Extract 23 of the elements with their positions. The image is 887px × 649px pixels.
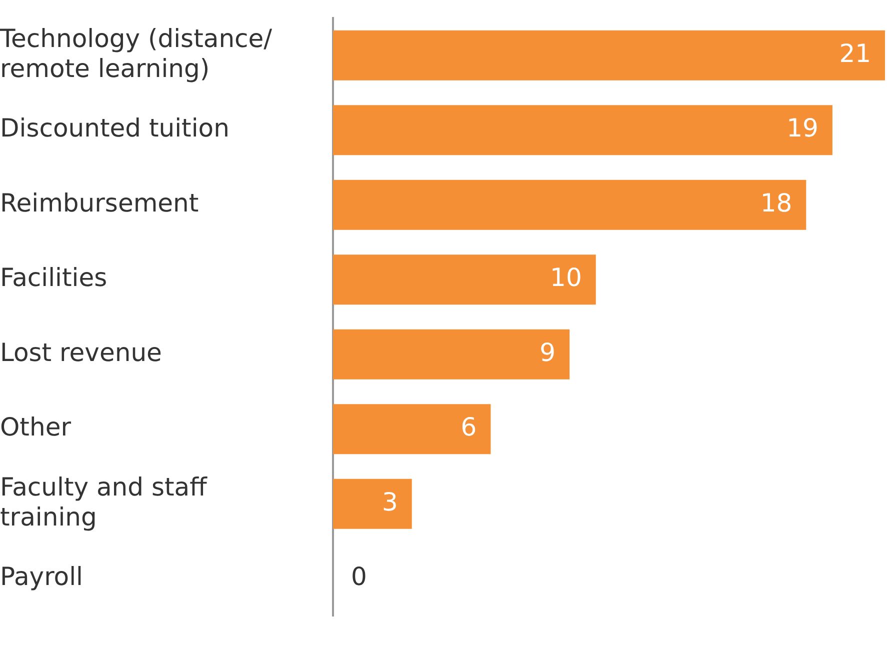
bar [333,404,491,454]
data-label: 21 [839,38,871,68]
data-label: 19 [786,114,818,143]
data-label: 0 [351,562,367,592]
bar [333,105,832,156]
data-label: 6 [460,412,477,442]
y-tick-label: Lost revenue [0,338,162,367]
y-tick-label: Payroll [0,562,83,592]
data-label: 3 [382,487,398,516]
y-tick-label: Technology (distance/remote learning) [0,24,273,83]
bar [333,30,885,80]
y-tick-label: Other [0,412,72,442]
bar [333,478,412,529]
data-label: 9 [540,338,556,367]
bar [333,180,806,230]
data-label: 10 [550,263,582,292]
data-label: 18 [760,188,792,218]
y-tick-label: Faculty and staff training [0,472,208,532]
bar [333,254,596,305]
y-tick-label: Facilities [0,263,108,292]
y-tick-label: Reimbursement [0,188,199,218]
bar [333,329,570,380]
y-tick-label: Discounted tuition [0,114,230,143]
